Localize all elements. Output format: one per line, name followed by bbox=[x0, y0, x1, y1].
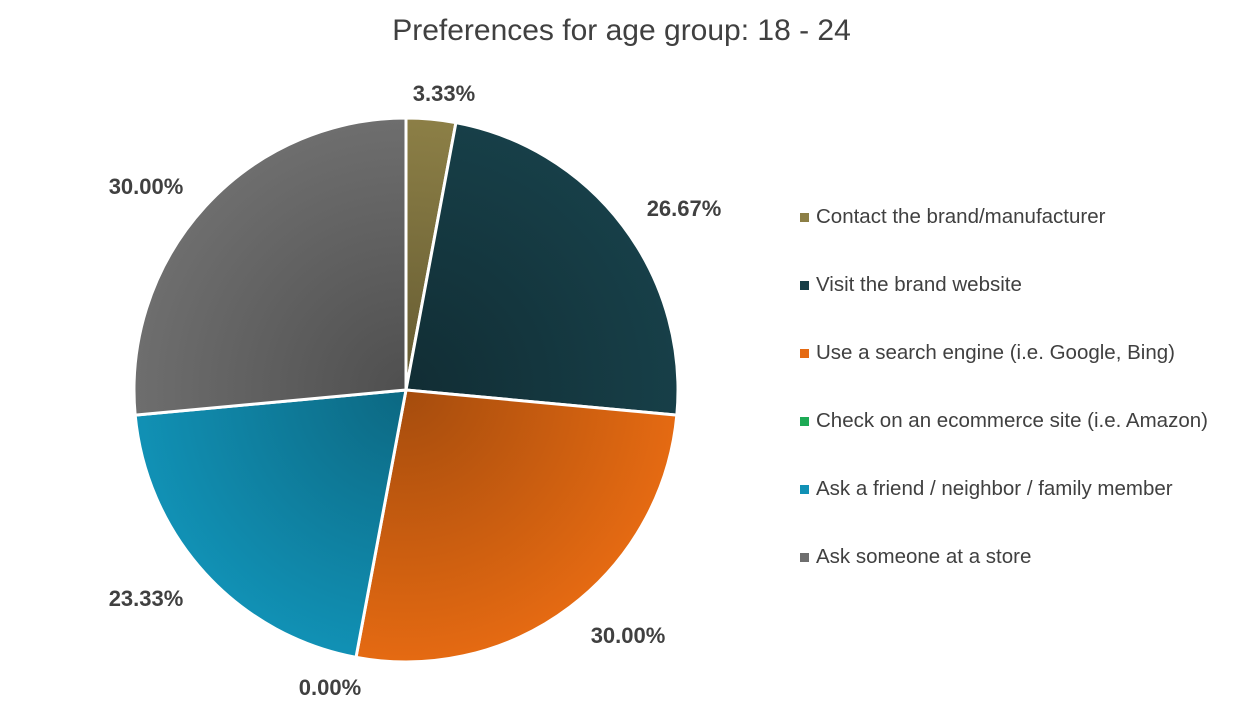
pie-slice-3 bbox=[354, 388, 679, 664]
legend-item-6: Ask someone at a store bbox=[800, 543, 1208, 611]
legend-swatch-4 bbox=[800, 417, 809, 426]
pie-slice-2 bbox=[404, 121, 680, 417]
legend-swatch-3 bbox=[800, 349, 809, 358]
pie-slice-6 bbox=[132, 116, 408, 417]
legend-swatch-6 bbox=[800, 553, 809, 562]
legend-swatch-2 bbox=[800, 281, 809, 290]
data-label-6: 30.00% bbox=[109, 174, 184, 199]
legend-label-3: Use a search engine (i.e. Google, Bing) bbox=[816, 341, 1175, 364]
data-label-1: 3.33% bbox=[413, 81, 475, 106]
data-label-3: 30.00% bbox=[591, 623, 666, 648]
legend-swatch-1 bbox=[800, 213, 809, 222]
legend-label-4: Check on an ecommerce site (i.e. Amazon) bbox=[816, 409, 1208, 432]
legend-item-5: Ask a friend / neighbor / family member bbox=[800, 475, 1208, 543]
legend-label-2: Visit the brand website bbox=[816, 273, 1022, 296]
legend-label-1: Contact the brand/manufacturer bbox=[816, 205, 1106, 228]
pie-slice-5 bbox=[133, 388, 408, 659]
data-label-4: 0.00% bbox=[299, 675, 361, 700]
legend-label-6: Ask someone at a store bbox=[816, 545, 1032, 568]
legend-item-1: Contact the brand/manufacturer bbox=[800, 203, 1208, 271]
pie-data-labels: 3.33% 26.67% 30.00% 0.00% 23.33% 30.00% bbox=[109, 81, 722, 700]
legend: Contact the brand/manufacturer Visit the … bbox=[800, 203, 1208, 611]
legend-item-2: Visit the brand website bbox=[800, 271, 1208, 339]
legend-item-4: Check on an ecommerce site (i.e. Amazon) bbox=[800, 407, 1208, 475]
chart-title: Preferences for age group: 18 - 24 bbox=[392, 14, 851, 47]
legend-swatch-5 bbox=[800, 485, 809, 494]
data-label-5: 23.33% bbox=[109, 586, 184, 611]
legend-label-5: Ask a friend / neighbor / family member bbox=[816, 477, 1173, 500]
data-label-2: 26.67% bbox=[647, 196, 722, 221]
pie-slices bbox=[132, 116, 680, 664]
legend-item-3: Use a search engine (i.e. Google, Bing) bbox=[800, 339, 1208, 407]
